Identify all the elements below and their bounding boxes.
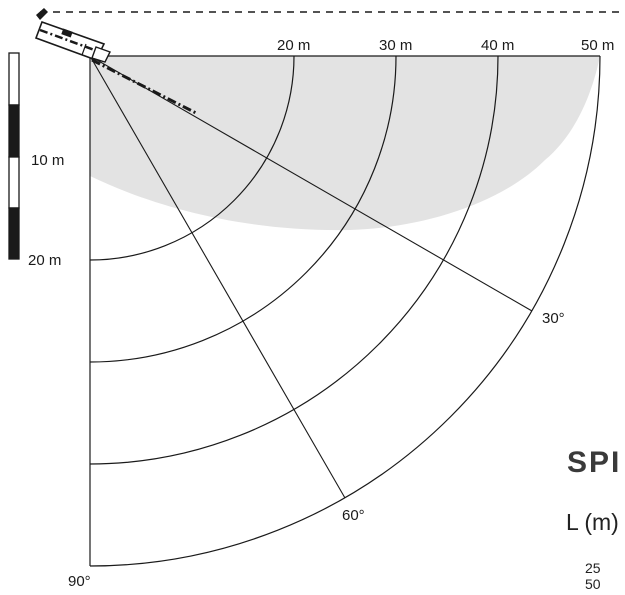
arc-40m: [89, 55, 499, 465]
scale-segment-2: [8, 104, 20, 158]
coverage-zone: [90, 56, 600, 231]
distance-label-30m: 30 m: [379, 37, 412, 54]
side-heading: SPI: [567, 446, 622, 479]
sector-frame: [89, 55, 600, 566]
scale-bar: [8, 52, 20, 260]
camera-sensor-icon: [34, 8, 111, 63]
arc-30m: [89, 55, 397, 363]
scale-label-20m: 20 m: [28, 252, 61, 269]
scale-segment-3: [8, 156, 20, 209]
distance-label-20m: 20 m: [277, 37, 310, 54]
ray-30deg: [89, 55, 533, 312]
angle-label-60: 60°: [342, 507, 365, 524]
range-arcs: [89, 55, 601, 567]
distance-label-40m: 40 m: [481, 37, 514, 54]
distance-label-50m: 50 m: [581, 37, 614, 54]
scale-label-10m: 10 m: [31, 152, 64, 169]
scale-segment-1: [8, 52, 20, 106]
arc-50m: [89, 55, 601, 567]
angle-label-30: 30°: [542, 310, 565, 327]
sensor-beam: [91, 58, 199, 116]
angle-rays: [89, 55, 533, 499]
side-row-value: 50: [585, 576, 601, 592]
arc-20m: [89, 55, 295, 261]
side-subheading: L (m): [566, 509, 619, 535]
angle-label-90: 90°: [68, 573, 91, 590]
scale-segment-4: [8, 207, 20, 260]
ray-60deg: [89, 55, 346, 499]
side-row-value: 25: [585, 560, 601, 576]
